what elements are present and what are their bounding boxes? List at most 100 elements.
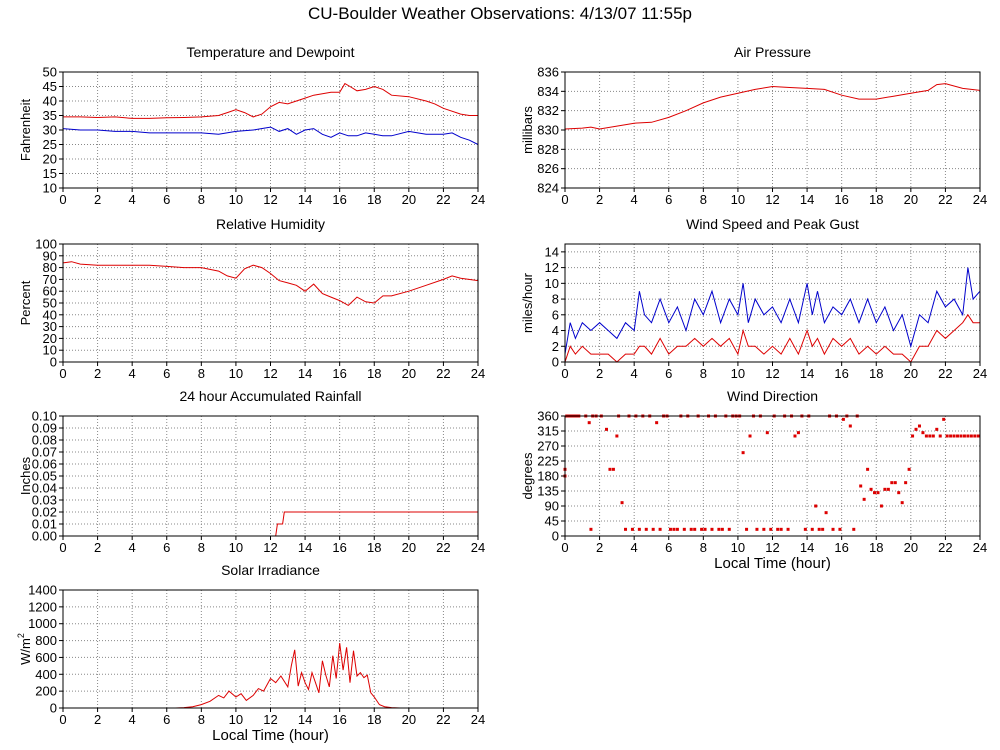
x-tick-label: 2 (596, 366, 603, 381)
y-tick-label: 70 (43, 272, 57, 287)
y-tick-label: 0 (552, 355, 559, 370)
y-tick-label: 0.05 (32, 469, 57, 484)
x-tick-label: 14 (298, 712, 312, 727)
y-tick-label: 135 (537, 484, 559, 499)
y-tick-label: 45 (43, 79, 57, 94)
chart-title: Wind Direction (727, 388, 818, 404)
x-tick-label: 10 (229, 192, 243, 207)
x-tick-label: 16 (834, 540, 848, 555)
plot-frame (564, 243, 981, 363)
wind_direction-panel: 0 2 4 6 8 10 12 14 16 18 20 22 240459013518022527031… (520, 388, 987, 572)
data-point (935, 427, 939, 431)
y-axis-label-superscript: 2 (16, 633, 26, 638)
data-point (720, 527, 724, 531)
y-tick-label: 0.00 (32, 529, 57, 544)
data-point (969, 434, 973, 438)
y-tick-label: 10 (43, 343, 57, 358)
plot-frame (62, 589, 479, 709)
x-tick-label: 16 (332, 540, 346, 555)
y-tick-label: 80 (43, 260, 57, 275)
y-tick-label: 836 (537, 65, 559, 80)
x-tick-label: 24 (471, 540, 485, 555)
series-line-red (564, 313, 980, 363)
y-tick-label: 40 (43, 94, 57, 109)
data-point (866, 467, 870, 471)
y-tick-label: 90 (545, 499, 559, 514)
x-tick-label: 16 (834, 366, 848, 381)
x-tick-label: 2 (94, 366, 101, 381)
y-tick-label: 10 (43, 181, 57, 196)
x-tick-label: 12 (765, 192, 779, 207)
x-tick-label: 0 (59, 192, 66, 207)
x-tick-label: 10 (229, 712, 243, 727)
y-tick-label: 0.09 (32, 421, 57, 436)
data-point (587, 421, 591, 425)
x-tick-label: 14 (800, 540, 814, 555)
data-point (605, 427, 608, 431)
x-tick-label: 12 (263, 540, 277, 555)
data-point (611, 467, 615, 471)
data-point (945, 434, 949, 438)
chart-title: Solar Irradiance (221, 562, 320, 578)
x-tick-label: 18 (869, 540, 883, 555)
x-tick-label: 10 (229, 540, 243, 555)
data-point (959, 434, 963, 438)
series-line-blue (62, 126, 479, 145)
data-point (876, 491, 880, 495)
data-point (637, 527, 641, 531)
x-tick-label: 18 (367, 192, 381, 207)
x-tick-label: 12 (263, 712, 277, 727)
data-point (630, 527, 634, 531)
data-point (745, 527, 749, 531)
series-line-red (63, 643, 478, 709)
y-axis-label: degrees (520, 452, 535, 499)
data-point (869, 487, 873, 491)
x-tick-label: 2 (596, 192, 603, 207)
y-axis-label: miles/hour (520, 272, 535, 333)
x-tick-label: 24 (973, 192, 987, 207)
data-point (693, 527, 697, 531)
y-tick-label: 0.04 (32, 481, 57, 496)
x-tick-label: 18 (367, 540, 381, 555)
y-tick-label: 824 (537, 181, 559, 196)
data-point (620, 501, 624, 505)
data-point (973, 434, 977, 438)
x-tick-label: 18 (869, 192, 883, 207)
y-tick-label: 832 (537, 103, 559, 118)
data-point (668, 527, 672, 531)
data-point (938, 434, 942, 438)
y-axis-label: W/m2 (16, 633, 33, 665)
y-tick-label: 45 (545, 514, 559, 529)
x-axis-label: Local Time (hour) (714, 555, 831, 572)
data-point (956, 434, 960, 438)
data-point (803, 527, 807, 531)
y-tick-label: 0.01 (32, 517, 57, 532)
x-tick-label: 18 (869, 366, 883, 381)
data-point (917, 424, 921, 428)
data-point (942, 417, 946, 421)
y-tick-label: 200 (35, 684, 57, 699)
data-point (796, 431, 800, 435)
data-point (911, 434, 915, 438)
x-tick-label: 10 (731, 192, 745, 207)
y-tick-label: 360 (537, 409, 559, 424)
x-tick-label: 4 (129, 712, 136, 727)
x-tick-label: 20 (402, 366, 416, 381)
data-point (675, 527, 679, 531)
data-point (976, 434, 980, 438)
data-point (793, 434, 797, 438)
x-tick-label: 16 (332, 366, 346, 381)
x-tick-label: 22 (436, 540, 450, 555)
y-tick-label: 40 (43, 307, 57, 322)
data-point (879, 504, 883, 508)
data-point (765, 431, 769, 435)
x-tick-label: 8 (198, 192, 205, 207)
y-tick-label: 400 (35, 667, 57, 682)
data-point (786, 527, 790, 531)
x-tick-label: 24 (973, 540, 987, 555)
x-tick-label: 14 (800, 366, 814, 381)
x-tick-label: 2 (596, 540, 603, 555)
rainfall-panel: 0 2 4 6 8 10 12 14 16 18 20 22 240.000.010.020.030.0… (18, 388, 485, 555)
y-tick-label: 50 (43, 296, 57, 311)
